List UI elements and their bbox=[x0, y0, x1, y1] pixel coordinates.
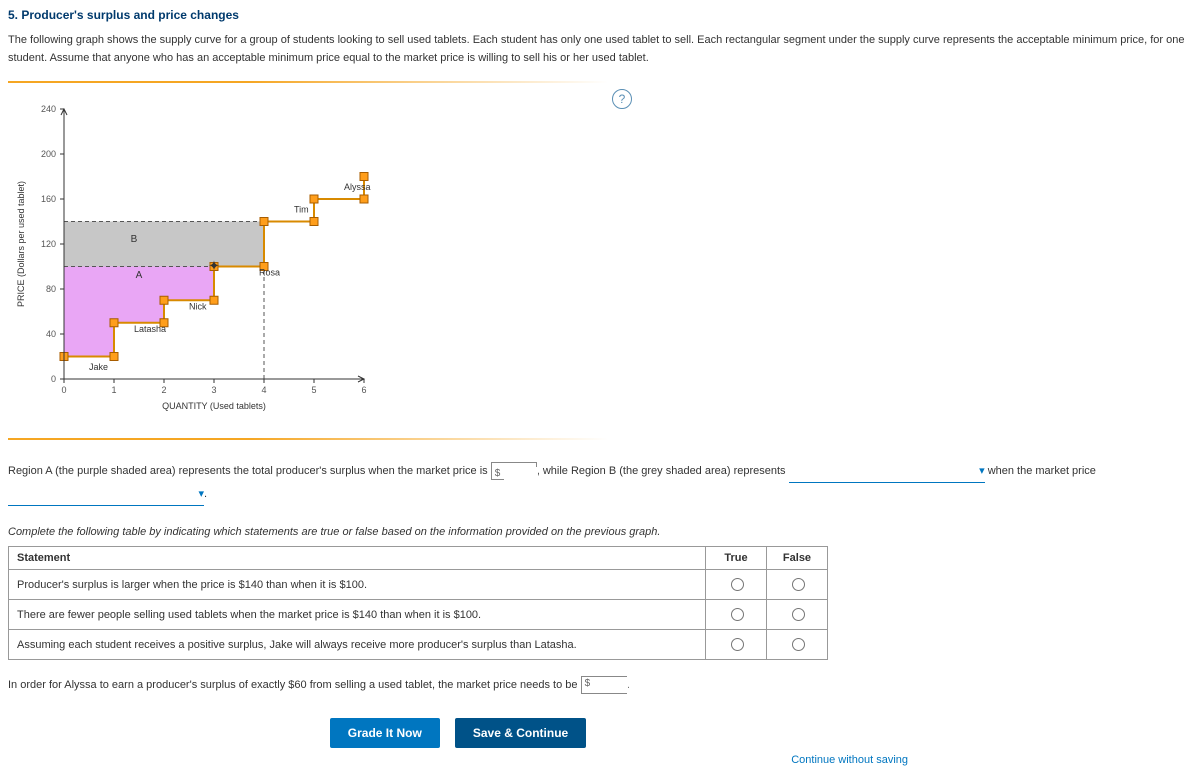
table-head-row: Statement True False bbox=[9, 547, 828, 570]
svg-text:QUANTITY (Used tablets): QUANTITY (Used tablets) bbox=[162, 401, 266, 411]
svg-text:240: 240 bbox=[41, 104, 56, 114]
statement-cell: Producer's surplus is larger when the pr… bbox=[9, 570, 706, 600]
tf-instructions: Complete the following table by indicati… bbox=[8, 526, 1192, 538]
table-row: There are fewer people selling used tabl… bbox=[9, 600, 828, 630]
continue-link[interactable]: Continue without saving bbox=[8, 754, 908, 766]
svg-text:PRICE (Dollars per used tablet: PRICE (Dollars per used tablet) bbox=[16, 181, 26, 307]
dropdown-price-change[interactable] bbox=[8, 483, 204, 506]
true-false-table: Statement True False Producer's surplus … bbox=[8, 546, 828, 660]
svg-text:40: 40 bbox=[46, 329, 56, 339]
svg-text:A: A bbox=[136, 270, 143, 281]
radio-false[interactable] bbox=[792, 608, 805, 621]
col-statement: Statement bbox=[9, 547, 706, 570]
radio-true[interactable] bbox=[731, 578, 744, 591]
save-button[interactable]: Save & Continue bbox=[455, 718, 586, 748]
col-false: False bbox=[767, 547, 828, 570]
grade-button[interactable]: Grade It Now bbox=[330, 718, 440, 748]
price-input-alyssa[interactable] bbox=[581, 676, 627, 694]
svg-text:1: 1 bbox=[111, 385, 116, 395]
svg-text:Latasha: Latasha bbox=[134, 324, 166, 334]
svg-text:160: 160 bbox=[41, 194, 56, 204]
question-number: 5. bbox=[8, 8, 18, 22]
svg-text:200: 200 bbox=[41, 149, 56, 159]
divider-top bbox=[8, 81, 608, 83]
question-intro: The following graph shows the supply cur… bbox=[8, 32, 1192, 67]
radio-false[interactable] bbox=[792, 638, 805, 651]
price-input-regionA[interactable] bbox=[491, 462, 537, 480]
true-radio-cell bbox=[706, 630, 767, 660]
chart-container: ? AB✦JakeLatashaNickRosaTimAlyssa0123456… bbox=[8, 89, 608, 432]
table-row: Producer's surplus is larger when the pr… bbox=[9, 570, 828, 600]
svg-text:120: 120 bbox=[41, 239, 56, 249]
fill-period: . bbox=[204, 488, 207, 500]
dropdown-represents[interactable] bbox=[789, 460, 985, 483]
divider-bottom bbox=[8, 438, 608, 440]
true-radio-cell bbox=[706, 600, 767, 630]
statement-cell: There are fewer people selling used tabl… bbox=[9, 600, 706, 630]
question-title-text: Producer's surplus and price changes bbox=[21, 8, 239, 22]
false-radio-cell bbox=[767, 570, 828, 600]
svg-text:0: 0 bbox=[51, 374, 56, 384]
fill-text-1b: , while Region B (the grey shaded area) … bbox=[537, 465, 789, 477]
svg-text:4: 4 bbox=[261, 385, 266, 395]
final-text-a: In order for Alyssa to earn a producer's… bbox=[8, 679, 581, 691]
true-radio-cell bbox=[706, 570, 767, 600]
false-radio-cell bbox=[767, 600, 828, 630]
svg-text:3: 3 bbox=[211, 385, 216, 395]
svg-text:Jake: Jake bbox=[89, 362, 108, 372]
col-true: True bbox=[706, 547, 767, 570]
supply-chart: A B ✦ Jake Latasha Nick Rosa Tim Alyssa 0 1 2 3 4 5 6 0 4… bbox=[8, 89, 388, 429]
svg-text:Nick: Nick bbox=[189, 301, 207, 311]
table-row: Assuming each student receives a positiv… bbox=[9, 630, 828, 660]
final-question: In order for Alyssa to earn a producer's… bbox=[8, 676, 1192, 694]
radio-false[interactable] bbox=[792, 578, 805, 591]
svg-text:Alyssa: Alyssa bbox=[344, 182, 371, 192]
svg-text:6: 6 bbox=[361, 385, 366, 395]
help-icon[interactable]: ? bbox=[612, 89, 632, 109]
svg-text:0: 0 bbox=[61, 385, 66, 395]
svg-text:B: B bbox=[131, 234, 138, 245]
button-row: Grade It Now Save & Continue bbox=[8, 718, 908, 748]
svg-text:Rosa: Rosa bbox=[259, 268, 280, 278]
fill-blank-paragraph: Region A (the purple shaded area) repres… bbox=[8, 460, 1192, 506]
svg-text:80: 80 bbox=[46, 284, 56, 294]
svg-text:Tim: Tim bbox=[294, 205, 309, 215]
radio-true[interactable] bbox=[731, 638, 744, 651]
svg-text:✦: ✦ bbox=[208, 258, 220, 274]
radio-true[interactable] bbox=[731, 608, 744, 621]
svg-text:2: 2 bbox=[161, 385, 166, 395]
fill-text-1a: Region A (the purple shaded area) repres… bbox=[8, 465, 491, 477]
statement-cell: Assuming each student receives a positiv… bbox=[9, 630, 706, 660]
fill-text-1c: when the market price bbox=[988, 465, 1096, 477]
svg-text:5: 5 bbox=[311, 385, 316, 395]
question-title: 5. Producer's surplus and price changes bbox=[8, 8, 1192, 22]
false-radio-cell bbox=[767, 630, 828, 660]
